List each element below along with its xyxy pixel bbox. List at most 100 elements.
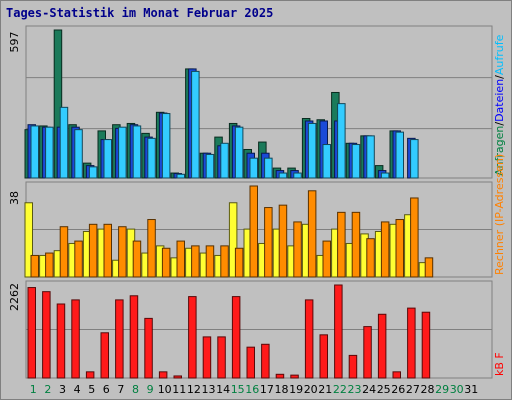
x-tick-label: 26 (391, 383, 405, 396)
x-tick-label: 25 (377, 383, 391, 396)
bar-kb-day-22 (334, 284, 343, 379)
bar-kb-day-28 (421, 311, 431, 379)
x-tick-label: 4 (74, 383, 81, 396)
bar-kb-day-27 (407, 307, 416, 379)
y-max-label: 38 (8, 191, 21, 205)
bar-kb-day-4 (71, 299, 80, 379)
bar-requests-day-8 (132, 125, 142, 179)
panel-hosts: 38 Rechner (IP-Adressen) (8, 154, 506, 278)
x-tick-label: 15 (231, 383, 245, 396)
bar-requests-day-13 (205, 153, 215, 179)
bar-hosts-day-1 (30, 254, 39, 278)
bar-hosts-day-6 (103, 223, 112, 278)
x-tick-label: 24 (362, 383, 376, 396)
x-tick-label: 8 (132, 383, 139, 396)
bar-requests-day-3 (59, 106, 69, 179)
x-tick-label: 31 (464, 383, 478, 396)
x-tick-label: 9 (147, 383, 154, 396)
x-tick-label: 13 (202, 383, 216, 396)
x-tick-label: 29 (435, 383, 449, 396)
bar-hosts-day-14 (220, 245, 229, 278)
bar-kb-day-26 (392, 371, 401, 379)
bar-hosts-day-21 (322, 240, 331, 278)
bar-requests-day-12 (191, 70, 200, 179)
bar-requests-day-18 (278, 172, 288, 179)
bar-requests-day-15 (234, 126, 244, 179)
bar-kb-day-24 (363, 326, 372, 379)
x-tick-label: 11 (172, 383, 186, 396)
bar-kb-day-7 (115, 299, 124, 379)
bar-requests-day-22 (337, 103, 346, 179)
x-tick-label: 20 (304, 383, 318, 396)
bar-hosts-day-12 (191, 245, 200, 278)
x-tick-label: 3 (59, 383, 66, 396)
bar-requests-day-25 (380, 172, 390, 179)
legend-hosts: Rechner (IP-Adressen) (493, 154, 506, 275)
bar-kb-day-2 (42, 291, 51, 379)
legend-entry: Rechner (IP-Adressen) (493, 154, 506, 275)
x-tick-label: 2 (44, 383, 51, 396)
bar-requests-day-4 (74, 129, 83, 179)
panel-kb: 2262 kB F (8, 280, 506, 379)
bar-hosts-day-17 (264, 207, 273, 278)
x-tick-label: 14 (216, 383, 230, 396)
x-tick-label: 21 (318, 383, 332, 396)
bar-kb-day-6 (100, 332, 109, 379)
x-tick-label: 18 (275, 383, 289, 396)
bar-hosts-day-4 (74, 240, 83, 278)
bar-hosts-day-16 (249, 185, 258, 278)
bar-requests-day-26 (395, 131, 404, 179)
bar-hosts-day-23 (351, 211, 361, 278)
bar-kb-day-21 (319, 334, 328, 379)
bar-kb-day-10 (158, 371, 168, 379)
legend-requests: Anfragen/Dateien/Aufrufe (493, 34, 506, 176)
bar-kb-day-12 (188, 296, 197, 379)
bar-hosts-day-20 (307, 190, 317, 278)
x-tick-label: 28 (421, 383, 435, 396)
bar-kb-day-16 (246, 346, 255, 379)
legend-entry: Anfragen (493, 126, 506, 176)
bar-requests-day-17 (264, 157, 273, 179)
x-tick-label: 7 (117, 383, 124, 396)
x-tick-label: 17 (260, 383, 274, 396)
legend-kb: kB F (493, 352, 506, 376)
bar-kb-day-11 (173, 375, 182, 379)
bar-requests-day-19 (293, 172, 302, 179)
bar-hosts-day-8 (132, 240, 142, 278)
x-tick-label: 16 (245, 383, 259, 396)
bar-requests-day-11 (176, 173, 185, 179)
x-tick-label: 6 (103, 383, 110, 396)
legend-entry: Dateien (493, 79, 506, 122)
bar-hosts-day-27 (410, 197, 419, 278)
bar-hosts-day-13 (205, 245, 215, 278)
bar-requests-day-6 (103, 139, 112, 179)
chart-title: Tages-Statistik im Monat Februar 2025 (6, 6, 274, 20)
bar-kb-day-3 (56, 303, 66, 379)
bar-kb-day-17 (261, 343, 270, 379)
bar-requests-day-20 (307, 122, 317, 179)
bar-requests-day-21 (322, 144, 331, 179)
y-max-label: 597 (8, 32, 21, 53)
bar-hosts-day-5 (88, 223, 98, 278)
bar-hosts-day-1 (24, 202, 33, 278)
bar-hosts-day-25 (380, 221, 390, 278)
x-tick-label: 5 (88, 383, 95, 396)
bar-hosts-day-2 (45, 252, 54, 278)
bar-hosts-day-15 (234, 247, 244, 278)
y-max-label: 2262 (8, 283, 21, 311)
bar-hosts-day-9 (147, 219, 156, 278)
x-tick-label: 23 (348, 383, 362, 396)
bar-requests-day-1 (30, 125, 39, 179)
bar-hosts-day-15 (228, 202, 238, 278)
bar-hosts-day-10 (161, 247, 171, 278)
legend-entry: / (493, 75, 506, 79)
bar-hosts-day-11 (176, 240, 185, 278)
bar-requests-day-9 (147, 137, 156, 179)
bar-kb-day-9 (144, 317, 153, 379)
bar-hosts-day-26 (395, 219, 404, 278)
bar-kb-day-8 (129, 295, 139, 379)
bar-requests-day-27 (410, 139, 419, 179)
bar-requests-day-16 (249, 157, 258, 179)
